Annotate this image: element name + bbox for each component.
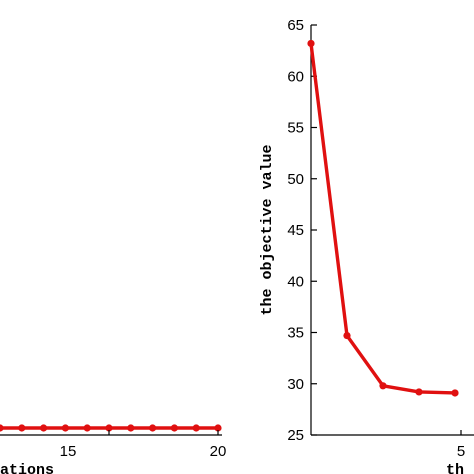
left-data-point-4 xyxy=(83,424,91,432)
left-data-point-8 xyxy=(170,424,178,432)
right-y-tick-55: 55 xyxy=(287,120,304,137)
left-data-point-6 xyxy=(127,424,135,432)
left-data-point-5 xyxy=(105,424,113,432)
right-data-point-3 xyxy=(415,388,423,396)
left-data-point-1 xyxy=(18,424,26,432)
right-y-tick-45: 45 xyxy=(287,222,304,239)
right-y-tick-40: 40 xyxy=(287,273,304,290)
left-data-point-3 xyxy=(61,424,69,432)
right-y-tick-60: 60 xyxy=(287,68,304,85)
right-data-point-2 xyxy=(379,382,387,390)
right-y-tick-50: 50 xyxy=(287,171,304,188)
right-y-axis-label: the objective value xyxy=(259,144,276,315)
left-x-tick-15: 15 xyxy=(60,443,77,460)
right-y-tick-65: 65 xyxy=(287,17,304,34)
left-data-point-2 xyxy=(40,424,48,432)
left-chart: 15 20 ations xyxy=(0,424,226,474)
right-y-tick-30: 30 xyxy=(287,376,304,393)
right-y-tick-25: 25 xyxy=(287,427,304,444)
left-data-point-0 xyxy=(0,424,4,432)
left-data-point-9 xyxy=(192,424,200,432)
left-x-tick-20: 20 xyxy=(210,443,227,460)
right-data-point-1 xyxy=(343,331,351,340)
left-x-axis-label: ations xyxy=(0,462,54,474)
right-y-ticks: 25 30 35 40 45 50 55 60 65 xyxy=(287,17,317,444)
left-data-point-7 xyxy=(149,424,157,432)
right-data-point-0 xyxy=(307,39,315,48)
right-x-axis-label: th xyxy=(446,462,464,474)
right-chart: 25 30 35 40 45 50 55 60 65 5 the objective value… xyxy=(259,17,474,474)
right-y-tick-35: 35 xyxy=(287,325,304,342)
right-series-line xyxy=(309,41,457,395)
right-data-point-4 xyxy=(451,389,459,397)
left-data-point-10 xyxy=(214,424,222,432)
right-x-tick-5: 5 xyxy=(457,443,465,460)
